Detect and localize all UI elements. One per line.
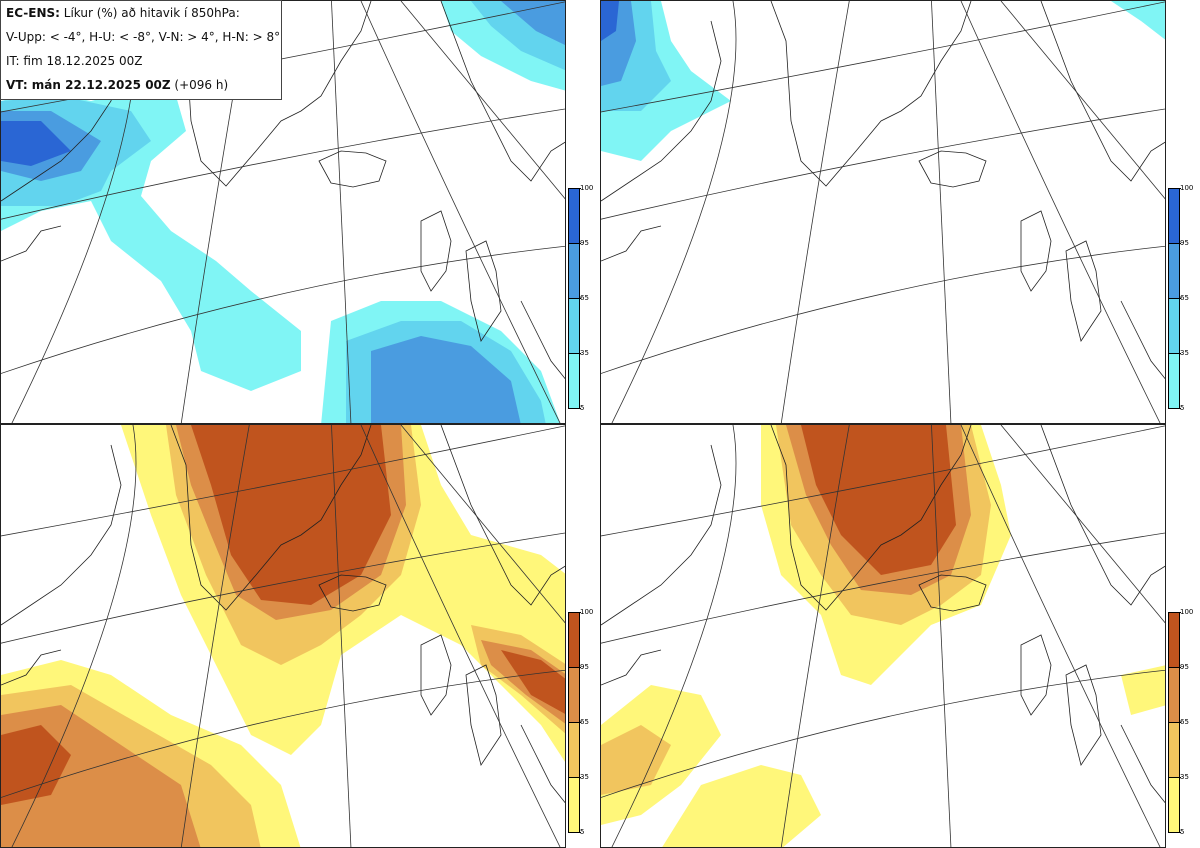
colorbar-tick-label: 65 [1178, 718, 1189, 726]
colorbar-cell [1168, 777, 1180, 833]
map-canvas [1, 1, 565, 423]
colorbar-tick-label: 35 [578, 349, 589, 357]
title-rest: Líkur (%) að hitavik í 850hPa: [59, 6, 240, 20]
valid-time-bold: VT: mán 22.12.2025 00Z [6, 78, 171, 92]
colorbar-cell [1168, 612, 1180, 668]
valid-time-line: VT: mán 22.12.2025 00Z (+096 h) [6, 77, 281, 101]
colorbar-tick-label: 65 [1178, 294, 1189, 302]
colorbar-cell [568, 667, 580, 723]
map-panel-cold-4 [0, 0, 566, 424]
colorbar-bottom-left: 100 95 65 35 5 [568, 608, 598, 836]
colorbar-tick-label: 100 [577, 608, 594, 616]
colorbar-tick-label: 100 [577, 184, 594, 192]
colorbar-tick-label: 35 [1178, 773, 1189, 781]
colorbar-cell [1168, 353, 1180, 409]
colorbar-cell [1168, 243, 1180, 299]
colorbar-tick-label: 5 [577, 828, 585, 836]
colorbar-top-right: 100 95 65 35 5 [1168, 184, 1198, 412]
colorbar-cell [1168, 298, 1180, 354]
colorbar-cell [568, 777, 580, 833]
colorbar-cell [568, 353, 580, 409]
map-panel-warm-4 [0, 424, 566, 848]
colorbar-top-left: 100 95 65 35 5 [568, 184, 598, 412]
title-bold: EC-ENS: [6, 6, 60, 20]
colorbar-tick-label: 95 [1178, 239, 1189, 247]
colorbar-tick-label: 35 [578, 773, 589, 781]
colorbar-tick-label: 100 [1177, 184, 1194, 192]
colorbar-tick-label: 95 [578, 239, 589, 247]
colorbar-tick-label: 35 [1178, 349, 1189, 357]
map-canvas [601, 1, 1165, 423]
colorbar-cell [1168, 667, 1180, 723]
colorbar-cell [1168, 188, 1180, 244]
colorbar-tick-label: 65 [578, 718, 589, 726]
colorbar-cell [568, 722, 580, 778]
title-line: EC-ENS: Líkur (%) að hitavik í 850hPa: [6, 5, 281, 29]
valid-time-rest: (+096 h) [170, 78, 229, 92]
map-panel-warm-8 [600, 424, 1166, 848]
colorbar-cell [568, 298, 580, 354]
map-canvas [1, 425, 565, 847]
colorbar-tick-label: 5 [1177, 828, 1185, 836]
colorbar-tick-label: 65 [578, 294, 589, 302]
init-time: IT: fim 18.12.2025 00Z [6, 54, 143, 68]
colorbar-cell [1168, 722, 1180, 778]
colorbar-tick-label: 100 [1177, 608, 1194, 616]
info-box: EC-ENS: Líkur (%) að hitavik í 850hPa: V… [0, 0, 282, 100]
colorbar-tick-label: 95 [1178, 663, 1189, 671]
colorbar-cell [568, 243, 580, 299]
map-canvas [601, 425, 1165, 847]
colorbar-bottom-right: 100 95 65 35 5 [1168, 608, 1198, 836]
colorbar-cell [568, 612, 580, 668]
colorbar-tick-label: 5 [577, 404, 585, 412]
colorbar-cell [568, 188, 580, 244]
legend-line: V-Upp: < -4°, H-U: < -8°, V-N: > 4°, H-N… [6, 30, 281, 44]
colorbar-tick-label: 95 [578, 663, 589, 671]
map-panel-cold-8 [600, 0, 1166, 424]
colorbar-tick-label: 5 [1177, 404, 1185, 412]
